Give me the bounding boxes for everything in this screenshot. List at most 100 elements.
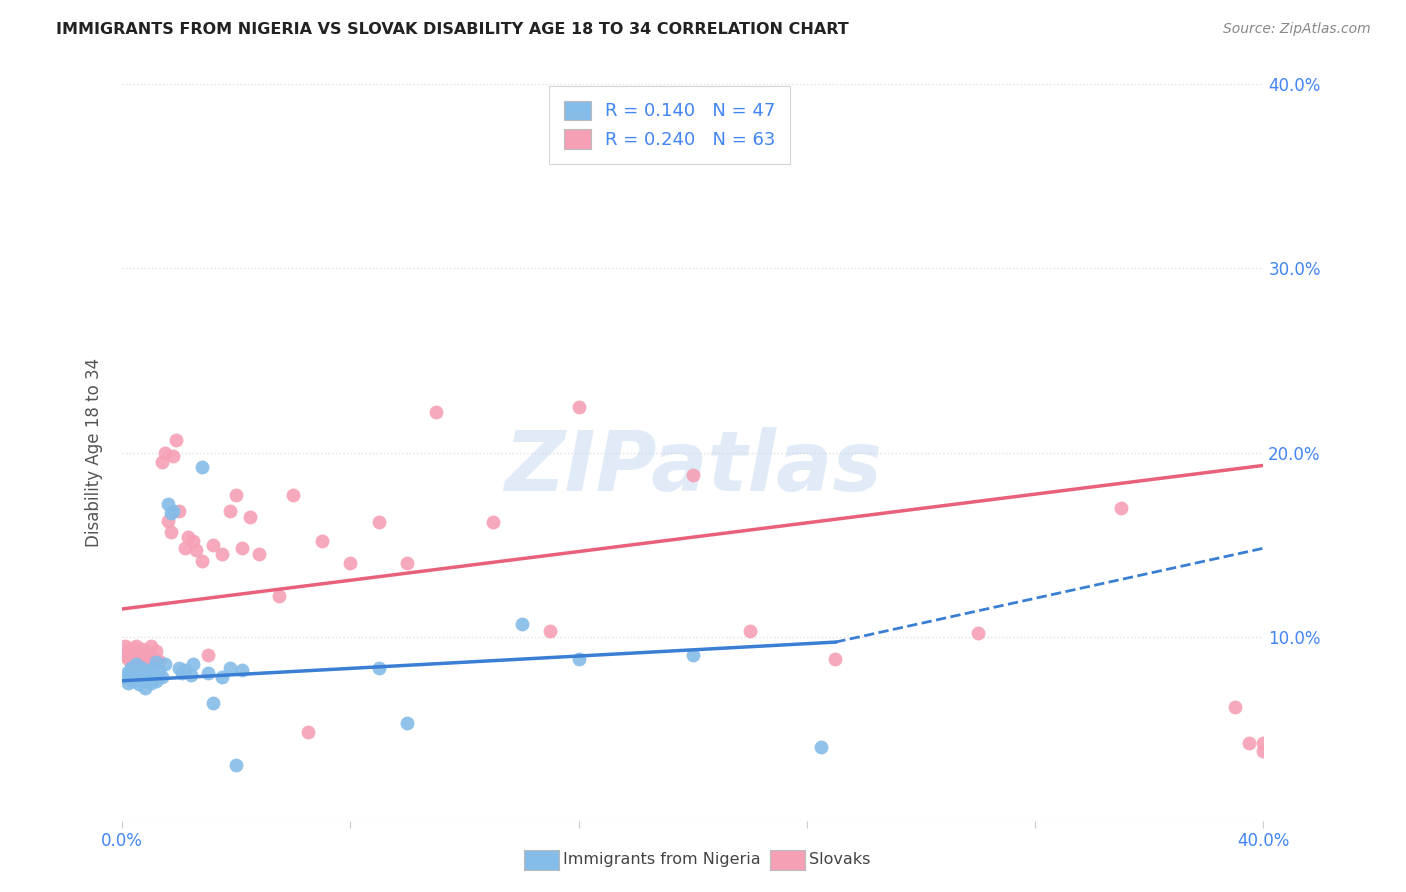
- Point: [219, 504, 242, 518]
- Point: [125, 639, 148, 653]
- Point: [117, 675, 139, 690]
- Point: [117, 644, 139, 658]
- Point: [297, 725, 319, 739]
- Point: [134, 657, 156, 672]
- Point: [339, 556, 361, 570]
- Point: [482, 516, 505, 530]
- Point: [122, 670, 145, 684]
- Point: [167, 661, 190, 675]
- Point: [186, 543, 208, 558]
- Point: [225, 758, 247, 772]
- Point: [567, 400, 589, 414]
- Point: [120, 656, 142, 670]
- Point: [538, 624, 561, 638]
- Point: [145, 644, 167, 658]
- Point: [131, 661, 153, 675]
- Point: [156, 514, 179, 528]
- Point: [425, 405, 447, 419]
- Point: [682, 648, 704, 662]
- Point: [136, 656, 159, 670]
- Legend: R = 0.140   N = 47, R = 0.240   N = 63: R = 0.140 N = 47, R = 0.240 N = 63: [550, 87, 790, 164]
- Point: [311, 533, 333, 548]
- Point: [202, 537, 225, 551]
- Point: [136, 665, 159, 679]
- Point: [122, 640, 145, 655]
- Point: [176, 530, 198, 544]
- Point: [139, 675, 162, 690]
- Point: [1237, 736, 1260, 750]
- Point: [114, 648, 136, 662]
- Point: [156, 497, 179, 511]
- Point: [197, 666, 219, 681]
- Point: [267, 589, 290, 603]
- Point: [211, 670, 233, 684]
- Point: [142, 651, 165, 665]
- Point: [128, 653, 150, 667]
- Point: [1253, 744, 1275, 758]
- Point: [125, 646, 148, 660]
- Point: [567, 651, 589, 665]
- Point: [114, 670, 136, 684]
- Point: [145, 673, 167, 688]
- Point: [150, 670, 173, 684]
- Point: [159, 524, 181, 539]
- Point: [167, 504, 190, 518]
- Point: [367, 516, 389, 530]
- Point: [211, 547, 233, 561]
- Point: [134, 648, 156, 662]
- Point: [153, 657, 176, 672]
- Point: [120, 661, 142, 675]
- Point: [231, 541, 253, 556]
- Point: [173, 541, 195, 556]
- Point: [738, 624, 761, 638]
- Point: [117, 651, 139, 665]
- Point: [125, 657, 148, 672]
- Point: [134, 681, 156, 695]
- Point: [145, 656, 167, 670]
- Point: [225, 488, 247, 502]
- Point: [128, 670, 150, 684]
- Point: [125, 663, 148, 677]
- Point: [114, 639, 136, 653]
- Point: [148, 663, 170, 677]
- Point: [139, 666, 162, 681]
- Point: [180, 668, 202, 682]
- Point: [128, 677, 150, 691]
- Point: [159, 506, 181, 520]
- Point: [162, 449, 184, 463]
- Point: [139, 649, 162, 664]
- Point: [117, 665, 139, 679]
- Point: [142, 668, 165, 682]
- Point: [239, 510, 262, 524]
- Point: [396, 556, 419, 570]
- Point: [183, 533, 205, 548]
- Point: [150, 455, 173, 469]
- Point: [247, 547, 270, 561]
- Point: [131, 642, 153, 657]
- Point: [1109, 500, 1132, 515]
- Point: [824, 651, 846, 665]
- Point: [283, 488, 305, 502]
- Text: IMMIGRANTS FROM NIGERIA VS SLOVAK DISABILITY AGE 18 TO 34 CORRELATION CHART: IMMIGRANTS FROM NIGERIA VS SLOVAK DISABI…: [56, 22, 849, 37]
- Text: Source: ZipAtlas.com: Source: ZipAtlas.com: [1223, 22, 1371, 37]
- Point: [1223, 699, 1246, 714]
- Point: [219, 661, 242, 675]
- Y-axis label: Disability Age 18 to 34: Disability Age 18 to 34: [86, 358, 103, 547]
- Point: [134, 668, 156, 682]
- Point: [165, 433, 187, 447]
- Point: [396, 716, 419, 731]
- Text: ZIPatlas: ZIPatlas: [503, 426, 882, 508]
- Point: [202, 696, 225, 710]
- Text: Slovaks: Slovaks: [810, 853, 870, 867]
- Point: [682, 467, 704, 482]
- Point: [120, 666, 142, 681]
- Point: [170, 666, 193, 681]
- Point: [153, 445, 176, 459]
- Point: [120, 644, 142, 658]
- Text: Immigrants from Nigeria: Immigrants from Nigeria: [564, 853, 761, 867]
- Point: [183, 657, 205, 672]
- Point: [139, 639, 162, 653]
- Point: [231, 663, 253, 677]
- Point: [173, 663, 195, 677]
- Point: [148, 653, 170, 667]
